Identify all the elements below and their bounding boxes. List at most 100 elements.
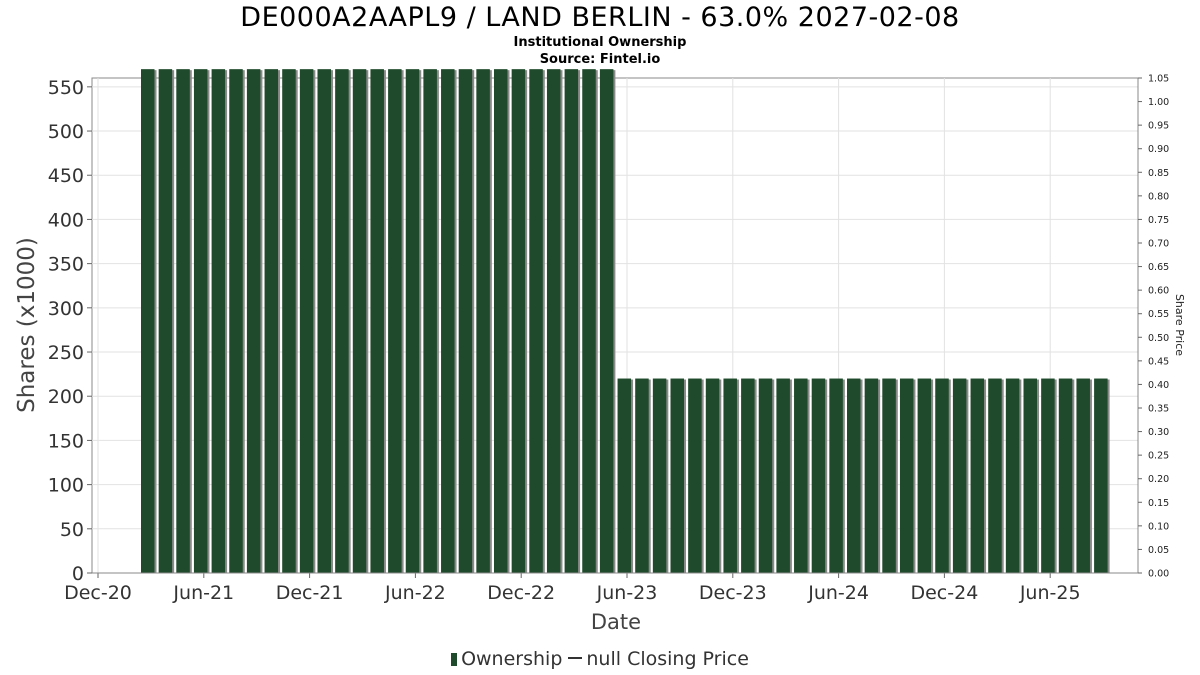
ownership-bar (670, 378, 684, 573)
ownership-bar (546, 69, 561, 574)
y2-tick-label: 0.40 (1148, 380, 1169, 391)
ownership-bar (1094, 378, 1108, 573)
legend: Ownership null Closing Price (0, 648, 1200, 670)
ownership-bar (811, 378, 826, 573)
y2-tick-label: 0.15 (1148, 498, 1169, 509)
y-tick-label: 500 (48, 121, 84, 143)
ownership-bar (741, 378, 755, 573)
ownership-bar (158, 69, 173, 574)
ownership-bar (847, 378, 861, 573)
ownership-bar (441, 69, 455, 574)
ownership-bar (899, 378, 914, 573)
y2-tick-label: 0.75 (1148, 215, 1169, 226)
x-tick-label: Dec-20 (64, 582, 132, 604)
ownership-bar (405, 69, 420, 574)
ownership-bar (1058, 378, 1073, 573)
y-tick-label: 100 (48, 475, 84, 497)
ownership-bar (917, 378, 932, 573)
x-tick-label: Jun-22 (384, 582, 446, 604)
ownership-bar (141, 69, 155, 574)
chart-subtitle: Institutional Ownership (513, 35, 687, 50)
ownership-bar (264, 69, 279, 574)
y2-tick-label: 0.55 (1148, 309, 1169, 320)
y-tick-label: 0 (72, 563, 84, 585)
y-tick-label: 50 (60, 519, 84, 541)
ownership-bar (882, 378, 896, 573)
ownership-bar (988, 378, 1002, 573)
ownership-bar (511, 69, 526, 574)
ownership-bar (494, 69, 508, 574)
ownership-bar (935, 378, 949, 573)
ownership-bar (529, 69, 543, 574)
ownership-bar (970, 378, 985, 573)
legend-ownership-swatch (451, 653, 458, 666)
ownership-bar (564, 69, 579, 574)
y2-tick-label: 0.95 (1148, 121, 1169, 132)
x-tick-label: Jun-21 (172, 582, 234, 604)
ownership-bar (476, 69, 490, 574)
x-tick-label: Dec-21 (276, 582, 344, 604)
ownership-bar (370, 69, 384, 574)
y2-tick-label: 0.25 (1148, 451, 1169, 462)
x-tick-label: Jun-24 (807, 582, 869, 604)
ownership-bar (246, 69, 261, 574)
legend-price-label: null Closing Price (586, 648, 749, 670)
ownership-bar (193, 69, 208, 574)
legend-ownership-label: Ownership (461, 648, 563, 670)
y-tick-label: 450 (48, 165, 84, 187)
ownership-bar (335, 69, 349, 574)
x-axis-label: Date (591, 610, 641, 634)
y2-tick-label: 0.50 (1148, 333, 1169, 344)
y2-tick-label: 0.35 (1148, 404, 1169, 415)
ownership-bar (794, 378, 808, 573)
y-axis-label: Shares (x1000) (14, 237, 40, 413)
x-tick-label: Jun-25 (1019, 582, 1081, 604)
y2-tick-label: 0.45 (1148, 356, 1169, 367)
bars-group (141, 69, 1110, 574)
ownership-bar (652, 378, 667, 573)
ownership-bar (388, 69, 402, 574)
ownership-bar (829, 378, 843, 573)
ownership-bar (688, 378, 702, 573)
ownership-bar (211, 69, 226, 574)
ownership-bar (458, 69, 473, 574)
y2-tick-label: 1.05 (1148, 74, 1169, 85)
chart-source: Source: Fintel.io (539, 52, 661, 67)
y-tick-label: 150 (48, 430, 84, 452)
chart-title: DE000A2AAPL9 / LAND BERLIN - 63.0% 2027-… (240, 2, 960, 33)
x-tick-label: Dec-24 (910, 582, 978, 604)
ownership-bar (1023, 378, 1037, 573)
ownership-bar (1041, 378, 1055, 573)
y2-tick-label: 0.10 (1148, 521, 1169, 532)
ownership-bar (317, 69, 331, 574)
x-tick-label: Dec-23 (699, 582, 767, 604)
x-axis: Dec-20 Jun-21 Dec-21 Jun-22 Dec-22 Jun-23 Dec-… (64, 572, 1138, 604)
x-tick-label: Jun-23 (596, 582, 658, 604)
y2-axis: 0.00 0.05 0.10 0.15 0.20 0.25 0.30 0.35 0.40 0.45… (1137, 74, 1169, 580)
ownership-bar (705, 378, 720, 573)
y2-axis-label: Share Price (1173, 294, 1186, 356)
ownership-bar (617, 378, 632, 573)
ownership-bar (1076, 378, 1090, 573)
ownership-bar (582, 69, 596, 574)
ownership-bar (352, 69, 367, 574)
ownership-bar (952, 378, 967, 573)
ownership-bar (1005, 378, 1020, 573)
ownership-bar (864, 378, 879, 573)
x-tick-label: Dec-22 (487, 582, 555, 604)
legend-price-line (568, 657, 583, 659)
y-tick-label: 300 (48, 298, 84, 320)
y-tick-label: 250 (48, 342, 84, 364)
ownership-bar (758, 378, 773, 573)
y-tick-label: 200 (48, 386, 84, 408)
ownership-bar (723, 378, 737, 573)
ownership-bar (229, 69, 243, 574)
ownership-bar (599, 69, 614, 574)
y2-tick-label: 0.05 (1148, 545, 1169, 556)
y2-tick-label: 0.90 (1148, 144, 1169, 155)
ownership-bar (635, 378, 649, 573)
y-axis: 0 50 100 150 200 250 300 350 400 450 500 550 (48, 77, 92, 585)
y-tick-label: 350 (48, 254, 84, 276)
y2-tick-label: 1.00 (1148, 97, 1169, 108)
